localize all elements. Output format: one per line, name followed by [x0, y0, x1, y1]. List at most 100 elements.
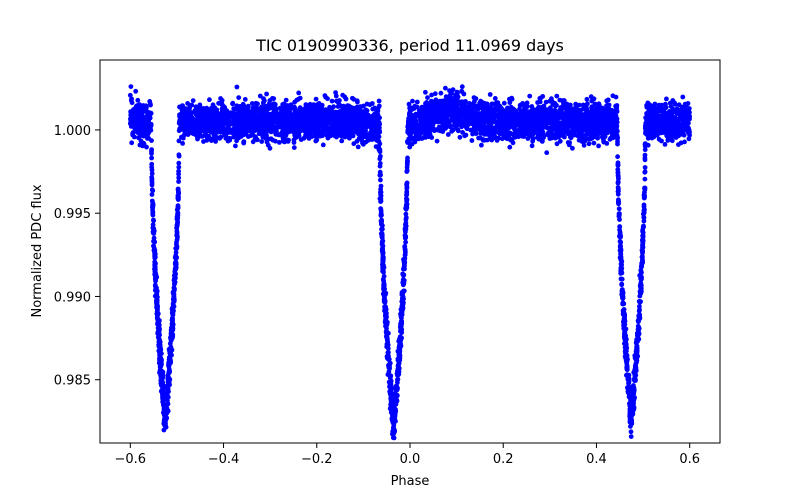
data-point: [440, 104, 446, 109]
data-point: [333, 93, 339, 99]
data-point: [535, 134, 540, 140]
data-point: [132, 125, 138, 131]
data-point: [218, 134, 224, 140]
data-point: [544, 120, 549, 125]
data-point: [529, 104, 535, 109]
data-point: [271, 109, 277, 114]
data-point: [180, 103, 185, 108]
data-point: [331, 104, 336, 110]
data-point: [576, 137, 582, 143]
data-point: [176, 164, 182, 170]
data-point: [604, 104, 610, 110]
data-point: [666, 123, 671, 128]
data-point: [489, 137, 495, 143]
data-point: [237, 108, 243, 114]
data-point: [645, 112, 650, 117]
data-point: [363, 133, 369, 139]
data-point: [246, 126, 252, 132]
data-point: [138, 138, 144, 144]
data-point: [413, 111, 419, 117]
data-point: [305, 124, 311, 130]
data-point: [644, 132, 650, 138]
data-point: [176, 138, 182, 144]
data-point: [669, 138, 675, 144]
data-point: [470, 102, 476, 107]
data-point: [350, 95, 355, 101]
data-point: [357, 130, 363, 136]
data-point: [452, 118, 458, 124]
data-point: [476, 135, 481, 141]
data-point: [295, 96, 301, 102]
data-point: [535, 105, 541, 111]
data-point: [354, 104, 360, 110]
data-point: [134, 103, 139, 109]
data-point: [190, 127, 196, 133]
data-point: [606, 112, 612, 117]
data-point: [443, 123, 449, 129]
data-point: [328, 133, 333, 139]
data-point: [459, 84, 465, 90]
data-point: [249, 101, 255, 106]
data-point: [414, 99, 420, 105]
data-point: [215, 111, 221, 116]
data-point: [678, 140, 684, 146]
data-point: [372, 111, 378, 117]
data-point: [283, 97, 289, 103]
data-point: [218, 101, 224, 107]
data-point: [427, 126, 433, 131]
data-point: [666, 136, 671, 142]
data-point: [342, 94, 348, 100]
data-point: [291, 106, 297, 112]
data-point: [676, 102, 682, 108]
data-point: [483, 110, 488, 116]
data-point: [581, 142, 587, 148]
data-point: [512, 126, 517, 132]
data-point: [149, 155, 155, 161]
data-point: [492, 96, 498, 101]
data-point: [574, 108, 580, 114]
data-point: [598, 116, 604, 122]
data-point: [147, 101, 153, 107]
data-point: [176, 179, 182, 185]
data-point: [302, 121, 307, 127]
data-point: [448, 117, 454, 123]
data-point: [184, 111, 190, 117]
data-point: [174, 228, 180, 234]
data-point: [313, 138, 319, 144]
data-point: [463, 107, 469, 113]
data-point: [586, 141, 592, 147]
data-point: [127, 92, 133, 98]
data-point: [447, 88, 452, 94]
data-point: [523, 116, 529, 122]
data-point: [666, 127, 671, 133]
data-point: [137, 132, 143, 138]
data-point: [416, 111, 422, 117]
data-point: [641, 215, 647, 221]
data-point: [667, 113, 673, 118]
data-point: [614, 109, 620, 114]
data-point: [429, 98, 434, 104]
data-point: [306, 136, 312, 141]
data-point: [207, 109, 213, 115]
data-point: [150, 212, 156, 218]
data-point: [288, 102, 294, 108]
data-point: [269, 125, 275, 131]
data-point: [587, 136, 593, 142]
data-point: [455, 127, 461, 132]
data-point: [480, 137, 486, 143]
data-point: [525, 127, 531, 133]
data-point: [360, 134, 365, 140]
data-point: [494, 122, 500, 128]
data-point: [463, 132, 469, 138]
data-point: [615, 154, 620, 160]
data-point: [458, 100, 464, 106]
data-point: [561, 133, 566, 139]
data-point: [187, 105, 193, 111]
data-point: [192, 108, 198, 114]
data-point: [529, 143, 535, 149]
data-point: [285, 139, 291, 144]
data-point: [251, 111, 257, 117]
data-point: [376, 98, 382, 104]
data-point: [434, 138, 440, 144]
data-point: [351, 141, 357, 147]
